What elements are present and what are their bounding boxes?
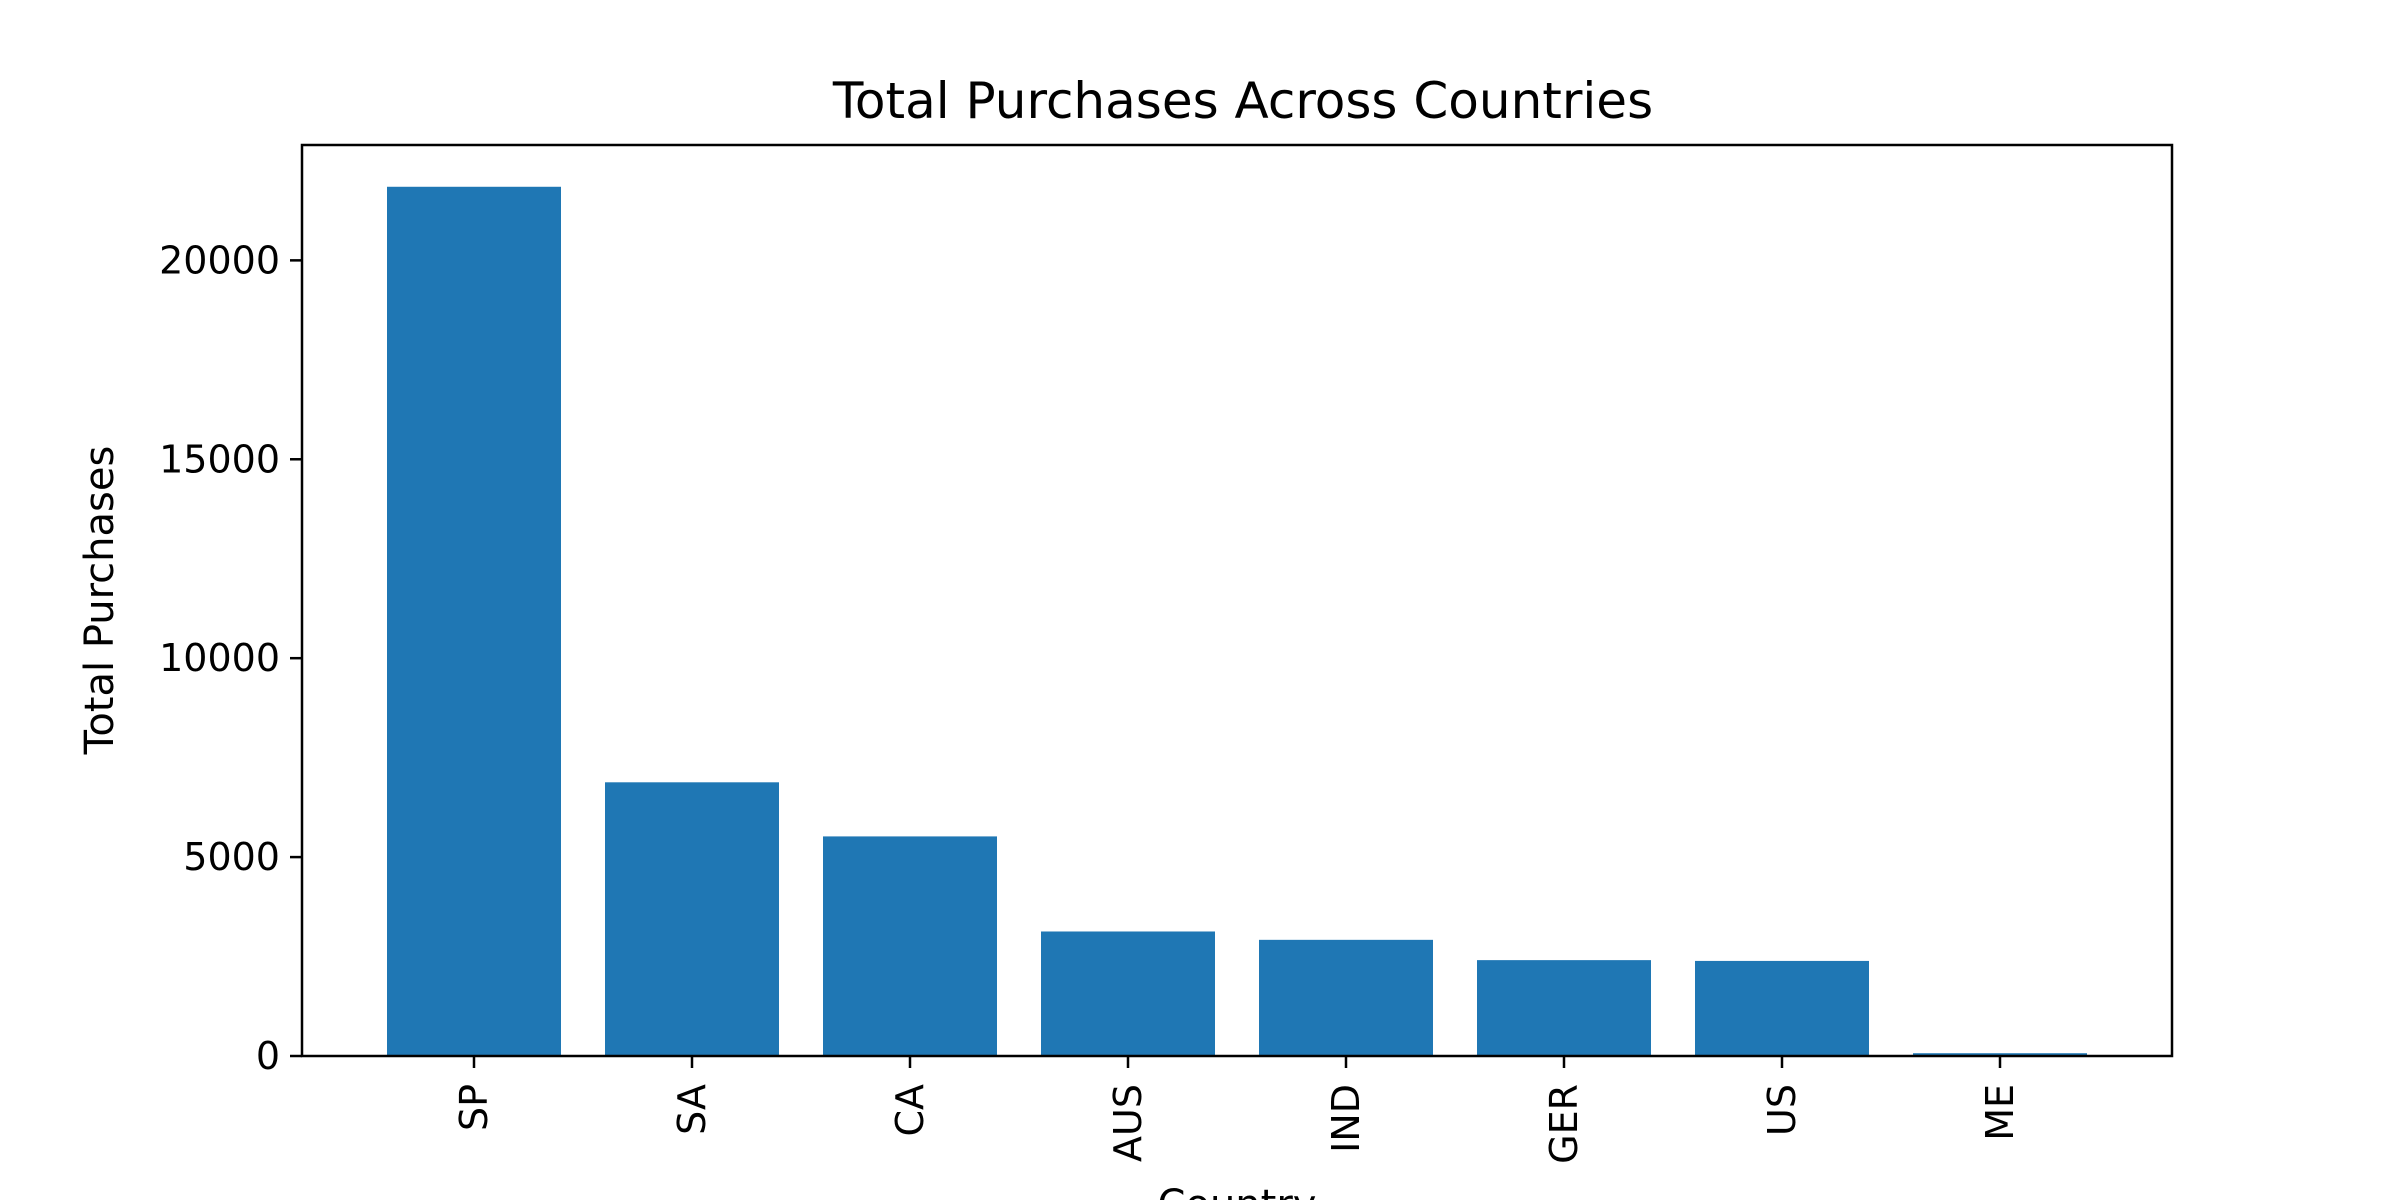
bar-sa bbox=[605, 782, 779, 1056]
chart-title: Total Purchases Across Countries bbox=[832, 72, 1653, 130]
y-axis-ticks: 0 5000 10000 15000 20000 bbox=[159, 238, 302, 1078]
bar-aus bbox=[1041, 931, 1215, 1056]
x-tick-label: ME bbox=[1978, 1084, 2022, 1141]
x-tick-label: GER bbox=[1542, 1084, 1586, 1164]
x-axis-label: Country bbox=[1158, 1182, 1317, 1200]
bar-sp bbox=[387, 186, 561, 1056]
x-tick-label: AUS bbox=[1106, 1084, 1150, 1162]
x-tick-label: US bbox=[1760, 1084, 1804, 1136]
x-tick-label: SP bbox=[452, 1084, 496, 1131]
bar-ger bbox=[1477, 960, 1651, 1056]
y-axis-label: Total Purchases bbox=[77, 446, 123, 756]
y-tick-label: 5000 bbox=[183, 835, 280, 879]
x-tick-label: IND bbox=[1324, 1084, 1368, 1153]
y-tick-label: 0 bbox=[256, 1034, 280, 1078]
bar-ind bbox=[1259, 939, 1433, 1056]
x-tick-label: SA bbox=[670, 1084, 714, 1135]
y-tick-label: 10000 bbox=[159, 636, 280, 680]
bar-us bbox=[1695, 960, 1869, 1056]
bars-group bbox=[387, 186, 2087, 1056]
x-tick-label: CA bbox=[888, 1084, 932, 1137]
x-axis-ticks: SP SA CA AUS IND GER US ME bbox=[452, 1056, 2022, 1164]
y-tick-label: 20000 bbox=[159, 238, 280, 282]
bar-ca bbox=[823, 836, 997, 1056]
plot-frame bbox=[300, 143, 2174, 1058]
y-tick-label: 15000 bbox=[159, 437, 280, 481]
bar-me bbox=[1913, 1053, 2087, 1056]
